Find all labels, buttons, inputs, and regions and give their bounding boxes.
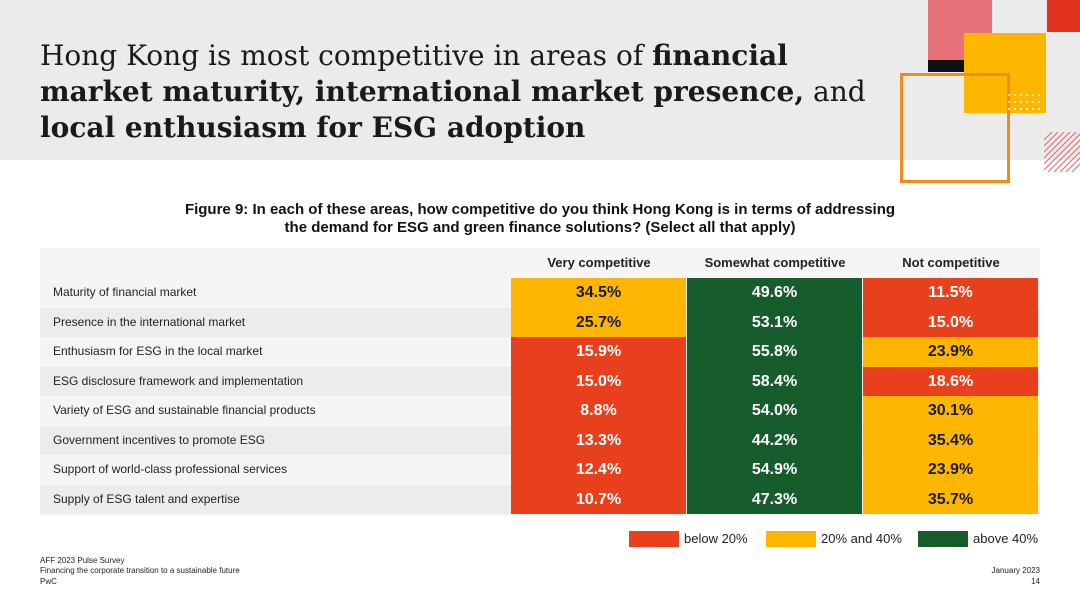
value-cell: 13.3% [511, 425, 686, 455]
value-cell: 15.9% [511, 337, 686, 367]
value-cell: 18.6% [863, 366, 1038, 396]
value-cell: 53.1% [687, 307, 862, 337]
table-row: Support of world-class professional serv… [40, 455, 1040, 485]
value-cell: 15.0% [511, 366, 686, 396]
value-cell: 10.7% [511, 484, 686, 514]
figure-caption-line2: the demand for ESG and green finance sol… [284, 219, 796, 236]
title-segment: Hong Kong is most competitive in areas o… [40, 39, 653, 72]
column-header: Not competitive [902, 255, 1000, 270]
value-cell: 35.7% [863, 484, 1038, 514]
footer-brand: PwC [40, 577, 57, 586]
legend-swatch [766, 531, 816, 547]
table-row: Variety of ESG and sustainable financial… [40, 396, 1040, 426]
legend: below 20% 20% and 40% above 40% [0, 531, 1080, 547]
title-segment: local enthusiasm for ESG adoption [40, 111, 586, 144]
value-cell: 54.0% [687, 396, 862, 426]
page-number: 14 [1031, 577, 1040, 586]
value-cell: 23.9% [863, 455, 1038, 485]
value-cell: 8.8% [511, 396, 686, 426]
row-label: Variety of ESG and sustainable financial… [53, 403, 316, 417]
legend-label: above 40% [973, 531, 1039, 546]
value-cell: 34.5% [511, 278, 686, 308]
row-label: Enthusiasm for ESG in the local market [53, 344, 263, 358]
value-cell: 23.9% [863, 337, 1038, 367]
column-header: Very competitive [547, 255, 651, 270]
row-label: Maturity of financial market [53, 285, 197, 299]
table-row: Supply of ESG talent and expertise 10.7% 4… [40, 484, 1040, 514]
legend-swatch [629, 531, 679, 547]
legend-swatch [918, 531, 968, 547]
value-cell: 47.3% [687, 484, 862, 514]
table-row: Government incentives to promote ESG 13.3… [40, 425, 1040, 455]
table-row: ESG disclosure framework and implementat… [40, 366, 1040, 396]
value-cell: 15.0% [863, 307, 1038, 337]
table-row: Enthusiasm for ESG in the local market 15… [40, 337, 1040, 367]
legend-label: below 20% [684, 531, 748, 546]
value-cell: 30.1% [863, 396, 1038, 426]
row-label: ESG disclosure framework and implementat… [53, 373, 304, 388]
legend-label: 20% and 40% [821, 531, 902, 546]
deco-red-square [1047, 0, 1080, 32]
value-cell: 54.9% [687, 455, 862, 485]
value-cell: 58.4% [687, 366, 862, 396]
title-segment: and [804, 75, 866, 108]
footer-report-title: Financing the corporate transition to a … [40, 566, 240, 575]
figure-caption-line1: Figure 9: In each of these areas, how co… [184, 201, 896, 218]
value-cell: 25.7% [511, 307, 686, 337]
value-cell: 44.2% [687, 425, 862, 455]
figure-caption: Figure 9: In each of these areas, how co… [100, 201, 980, 237]
column-header: Somewhat competitive [704, 255, 846, 270]
footer-survey: AFF 2023 Pulse Survey [40, 556, 125, 565]
row-label: Supply of ESG talent and expertise [53, 491, 240, 506]
value-cell: 55.8% [687, 337, 862, 367]
footer-date: January 2023 [991, 566, 1040, 575]
deco-hatch-pattern [1044, 132, 1080, 172]
value-cell: 11.5% [863, 278, 1038, 308]
competitiveness-table: Very competitive Somewhat competitive Not … [40, 248, 1040, 516]
page-title: Hong Kong is most competitive in areas o… [40, 38, 890, 146]
value-cell: 12.4% [511, 455, 686, 485]
deco-dot-grid [1008, 94, 1040, 110]
table-row: Maturity of financial market 34.5% 49.6% 11… [40, 278, 1040, 308]
table-row: Presence in the international market 25.7… [40, 307, 1040, 337]
value-cell: 35.4% [863, 425, 1038, 455]
deco-orange-outline [900, 73, 1010, 183]
row-label: Presence in the international market [53, 314, 246, 329]
row-label: Government incentives to promote ESG [53, 432, 266, 447]
value-cell: 49.6% [687, 278, 862, 308]
row-label: Support of world-class professional serv… [53, 462, 288, 476]
title-segment: financial market maturity, international… [40, 39, 805, 108]
